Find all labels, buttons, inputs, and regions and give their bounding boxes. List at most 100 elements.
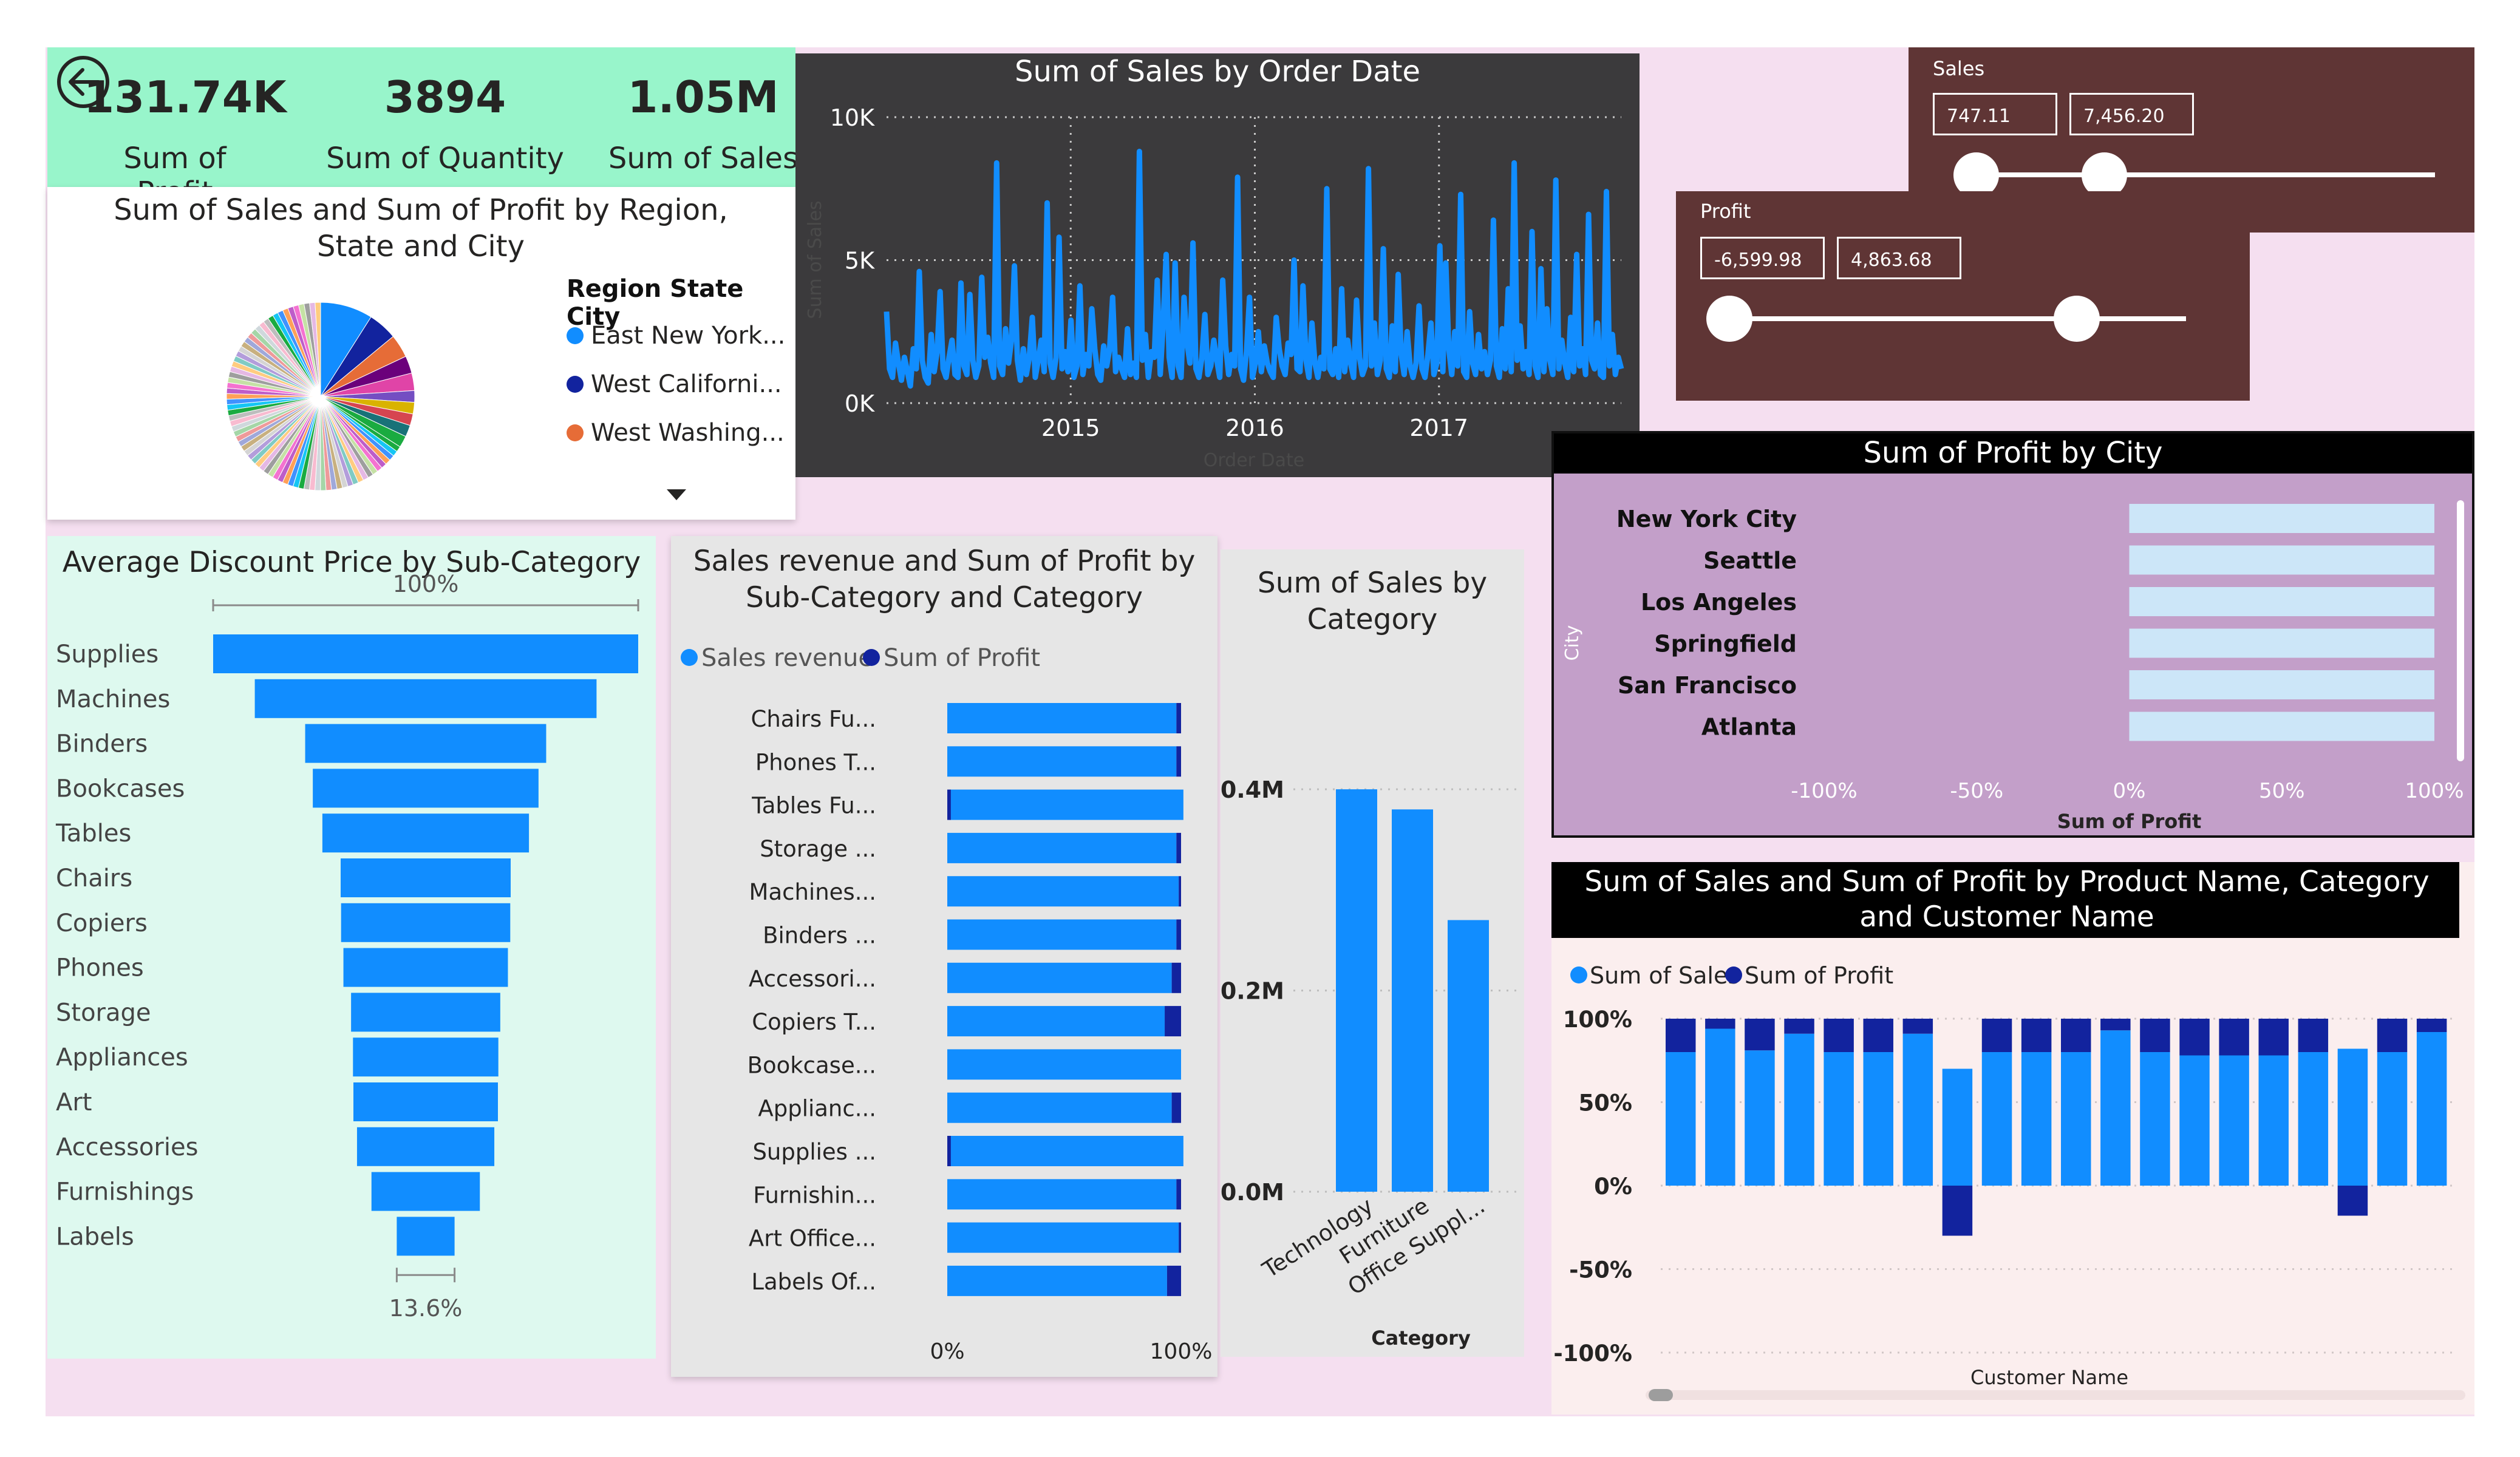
- legend-label: Sum of Sales: [1590, 962, 1740, 989]
- y-tick-label: -50%: [1569, 1257, 1632, 1283]
- profit-slider-max-handle[interactable]: [2053, 296, 2100, 342]
- funnel-chart[interactable]: 100% Supplies Machines Binders Bookcases Tabl…: [47, 536, 656, 1359]
- x-tick-label: 0%: [2113, 779, 2146, 803]
- profit-slicer-label: Profit: [1700, 200, 1751, 223]
- sales-slider-min-handle[interactable]: [1953, 152, 1999, 198]
- y-tick-label: 0%: [1594, 1173, 1632, 1200]
- funnel-bar: [322, 813, 530, 853]
- y-tick-label: -100%: [1553, 1340, 1632, 1367]
- profit-bar: [1176, 746, 1181, 777]
- funnel-top-label: 100%: [393, 571, 459, 597]
- sales-slicer-label: Sales: [1933, 57, 1985, 80]
- profit-by-city-chart[interactable]: New York City Seattle Los Angeles Springfie…: [1554, 433, 2472, 834]
- sales-bar: [2219, 1055, 2249, 1186]
- kpi-card: 131.74K Sum of Profit 3894 Sum of Quanti…: [47, 47, 798, 209]
- legend-dot-icon: [1725, 966, 1742, 983]
- city-bar: [2129, 504, 2434, 533]
- legend-dot-icon: [567, 424, 584, 441]
- profit-bar: [1784, 1019, 1814, 1034]
- pie-legend: East New York... West Californi... West Wa…: [567, 311, 791, 457]
- sales-bar: [2061, 1052, 2091, 1186]
- funnel-bar: [371, 1172, 480, 1211]
- funnel-bar: [254, 679, 597, 718]
- x-tick-label: -100%: [1791, 779, 1857, 803]
- profit-slicer[interactable]: Profit -6,599.98 4,863.68: [1676, 191, 2250, 401]
- profit-bar: [1166, 1265, 1181, 1296]
- product-scroll-thumb[interactable]: [1649, 1389, 1673, 1401]
- sales-slider-track[interactable]: [1977, 172, 2435, 177]
- city-label: Los Angeles: [1641, 589, 1797, 616]
- sales-bar: [2337, 1048, 2368, 1186]
- funnel-bar: [343, 948, 508, 987]
- x-tick-label: 2017: [1409, 415, 1468, 441]
- profit-bar: [947, 789, 951, 820]
- funnel-panel[interactable]: Average Discount Price by Sub-Category 1…: [47, 536, 656, 1359]
- back-arrow-icon[interactable]: [56, 55, 111, 109]
- profit-slider-track[interactable]: [1729, 316, 2186, 321]
- city-label: Springfield: [1654, 631, 1797, 657]
- subcategory-chart[interactable]: Sales revenue Sum of Profit Chairs Fu... Ph…: [671, 536, 1217, 1377]
- profit-min-input[interactable]: -6,599.98: [1700, 237, 1825, 279]
- x-tick-label: 50%: [2259, 779, 2305, 803]
- pie-slice: [320, 302, 372, 398]
- category-bar: [1392, 809, 1433, 1192]
- funnel-title: Average Discount Price by Sub-Category: [62, 546, 641, 579]
- funnel-category-label: Chairs: [56, 864, 132, 892]
- sales-revenue-bar: [947, 1049, 1181, 1080]
- city-bar: [2129, 712, 2434, 741]
- y-axis-title: Sum of Sales: [805, 200, 826, 319]
- profit-by-city-panel[interactable]: Sum of Profit by City New York City Seatt…: [1551, 431, 2474, 838]
- pie-chart[interactable]: [211, 287, 430, 506]
- sales-min-input[interactable]: 747.11: [1933, 93, 2057, 135]
- profit-bar: [1902, 1019, 1933, 1034]
- legend-label: Sales revenue: [701, 644, 873, 672]
- y-tick-label: 10K: [830, 104, 875, 131]
- kpi-quantity-value: 3894: [384, 72, 506, 123]
- pie-slice: [315, 302, 321, 397]
- pie-legend-item[interactable]: West Washing...: [567, 409, 791, 457]
- kpi-sales-value: 1.05M: [627, 72, 779, 123]
- product-scrollbar[interactable]: [1646, 1390, 2465, 1400]
- category-title: Sum of Sales by Category: [1257, 566, 1488, 636]
- y-axis-title: City: [1562, 625, 1583, 661]
- profit-slider-min-handle[interactable]: [1706, 296, 1752, 342]
- sales-by-date-panel[interactable]: Sum of Sales by Order Date 0K 5K 10K 2015 20…: [795, 53, 1640, 477]
- profit-bar: [1981, 1019, 2012, 1052]
- product-chart[interactable]: Sum of Sales Sum of Profit 100% 50% 0% -50% -1…: [1551, 862, 2474, 1415]
- subcategory-label: Chairs Fu...: [751, 706, 876, 732]
- caret-down-icon[interactable]: [667, 489, 686, 500]
- sales-revenue-bar: [949, 1136, 1183, 1166]
- subcategory-panel[interactable]: Sales revenue and Sum of Profit by Sub-C…: [671, 536, 1217, 1377]
- category-panel[interactable]: Sum of Sales by Category 0.0M 0.2M 0.4M Tec…: [1221, 549, 1524, 1357]
- city-bar: [2129, 587, 2434, 616]
- city-bar: [2129, 628, 2434, 658]
- x-axis-title: Category: [1371, 1326, 1471, 1350]
- profit-bar: [947, 1136, 951, 1166]
- sales-slider-max-handle[interactable]: [2082, 152, 2128, 198]
- profit-bar: [1745, 1019, 1775, 1051]
- kpi-profit-value: 131.74K: [84, 72, 287, 123]
- sales-line-series: [884, 149, 1624, 389]
- profit-max-input[interactable]: 4,863.68: [1837, 237, 1961, 279]
- sales-revenue-bar: [947, 962, 1172, 993]
- pie-legend-item[interactable]: West Californi...: [567, 360, 791, 409]
- funnel-category-label: Binders: [56, 730, 148, 758]
- product-title: Sum of Sales and Sum of Profit by Produc…: [1584, 865, 2430, 934]
- pie-legend-item[interactable]: East New York...: [567, 311, 791, 360]
- sales-revenue-bar: [947, 1222, 1179, 1253]
- funnel-bar: [397, 1217, 455, 1256]
- city-label: New York City: [1616, 506, 1797, 532]
- profit-bar: [2100, 1019, 2131, 1031]
- subcategory-label: Bookcase...: [747, 1052, 876, 1078]
- profit-bar: [1171, 962, 1181, 993]
- funnel-category-label: Copiers: [56, 909, 148, 937]
- sales-revenue-bar: [947, 1179, 1177, 1210]
- product-panel[interactable]: Sum of Sales and Sum of Profit by Produc…: [1551, 862, 2474, 1415]
- pie-chart-panel[interactable]: Sum of Sales and Sum of Profit by Region…: [47, 187, 795, 520]
- category-bar: [1336, 789, 1377, 1192]
- sales-revenue-bar: [949, 789, 1183, 820]
- sales-max-input[interactable]: 7,456.20: [2069, 93, 2194, 135]
- y-tick-label: 0K: [845, 390, 875, 417]
